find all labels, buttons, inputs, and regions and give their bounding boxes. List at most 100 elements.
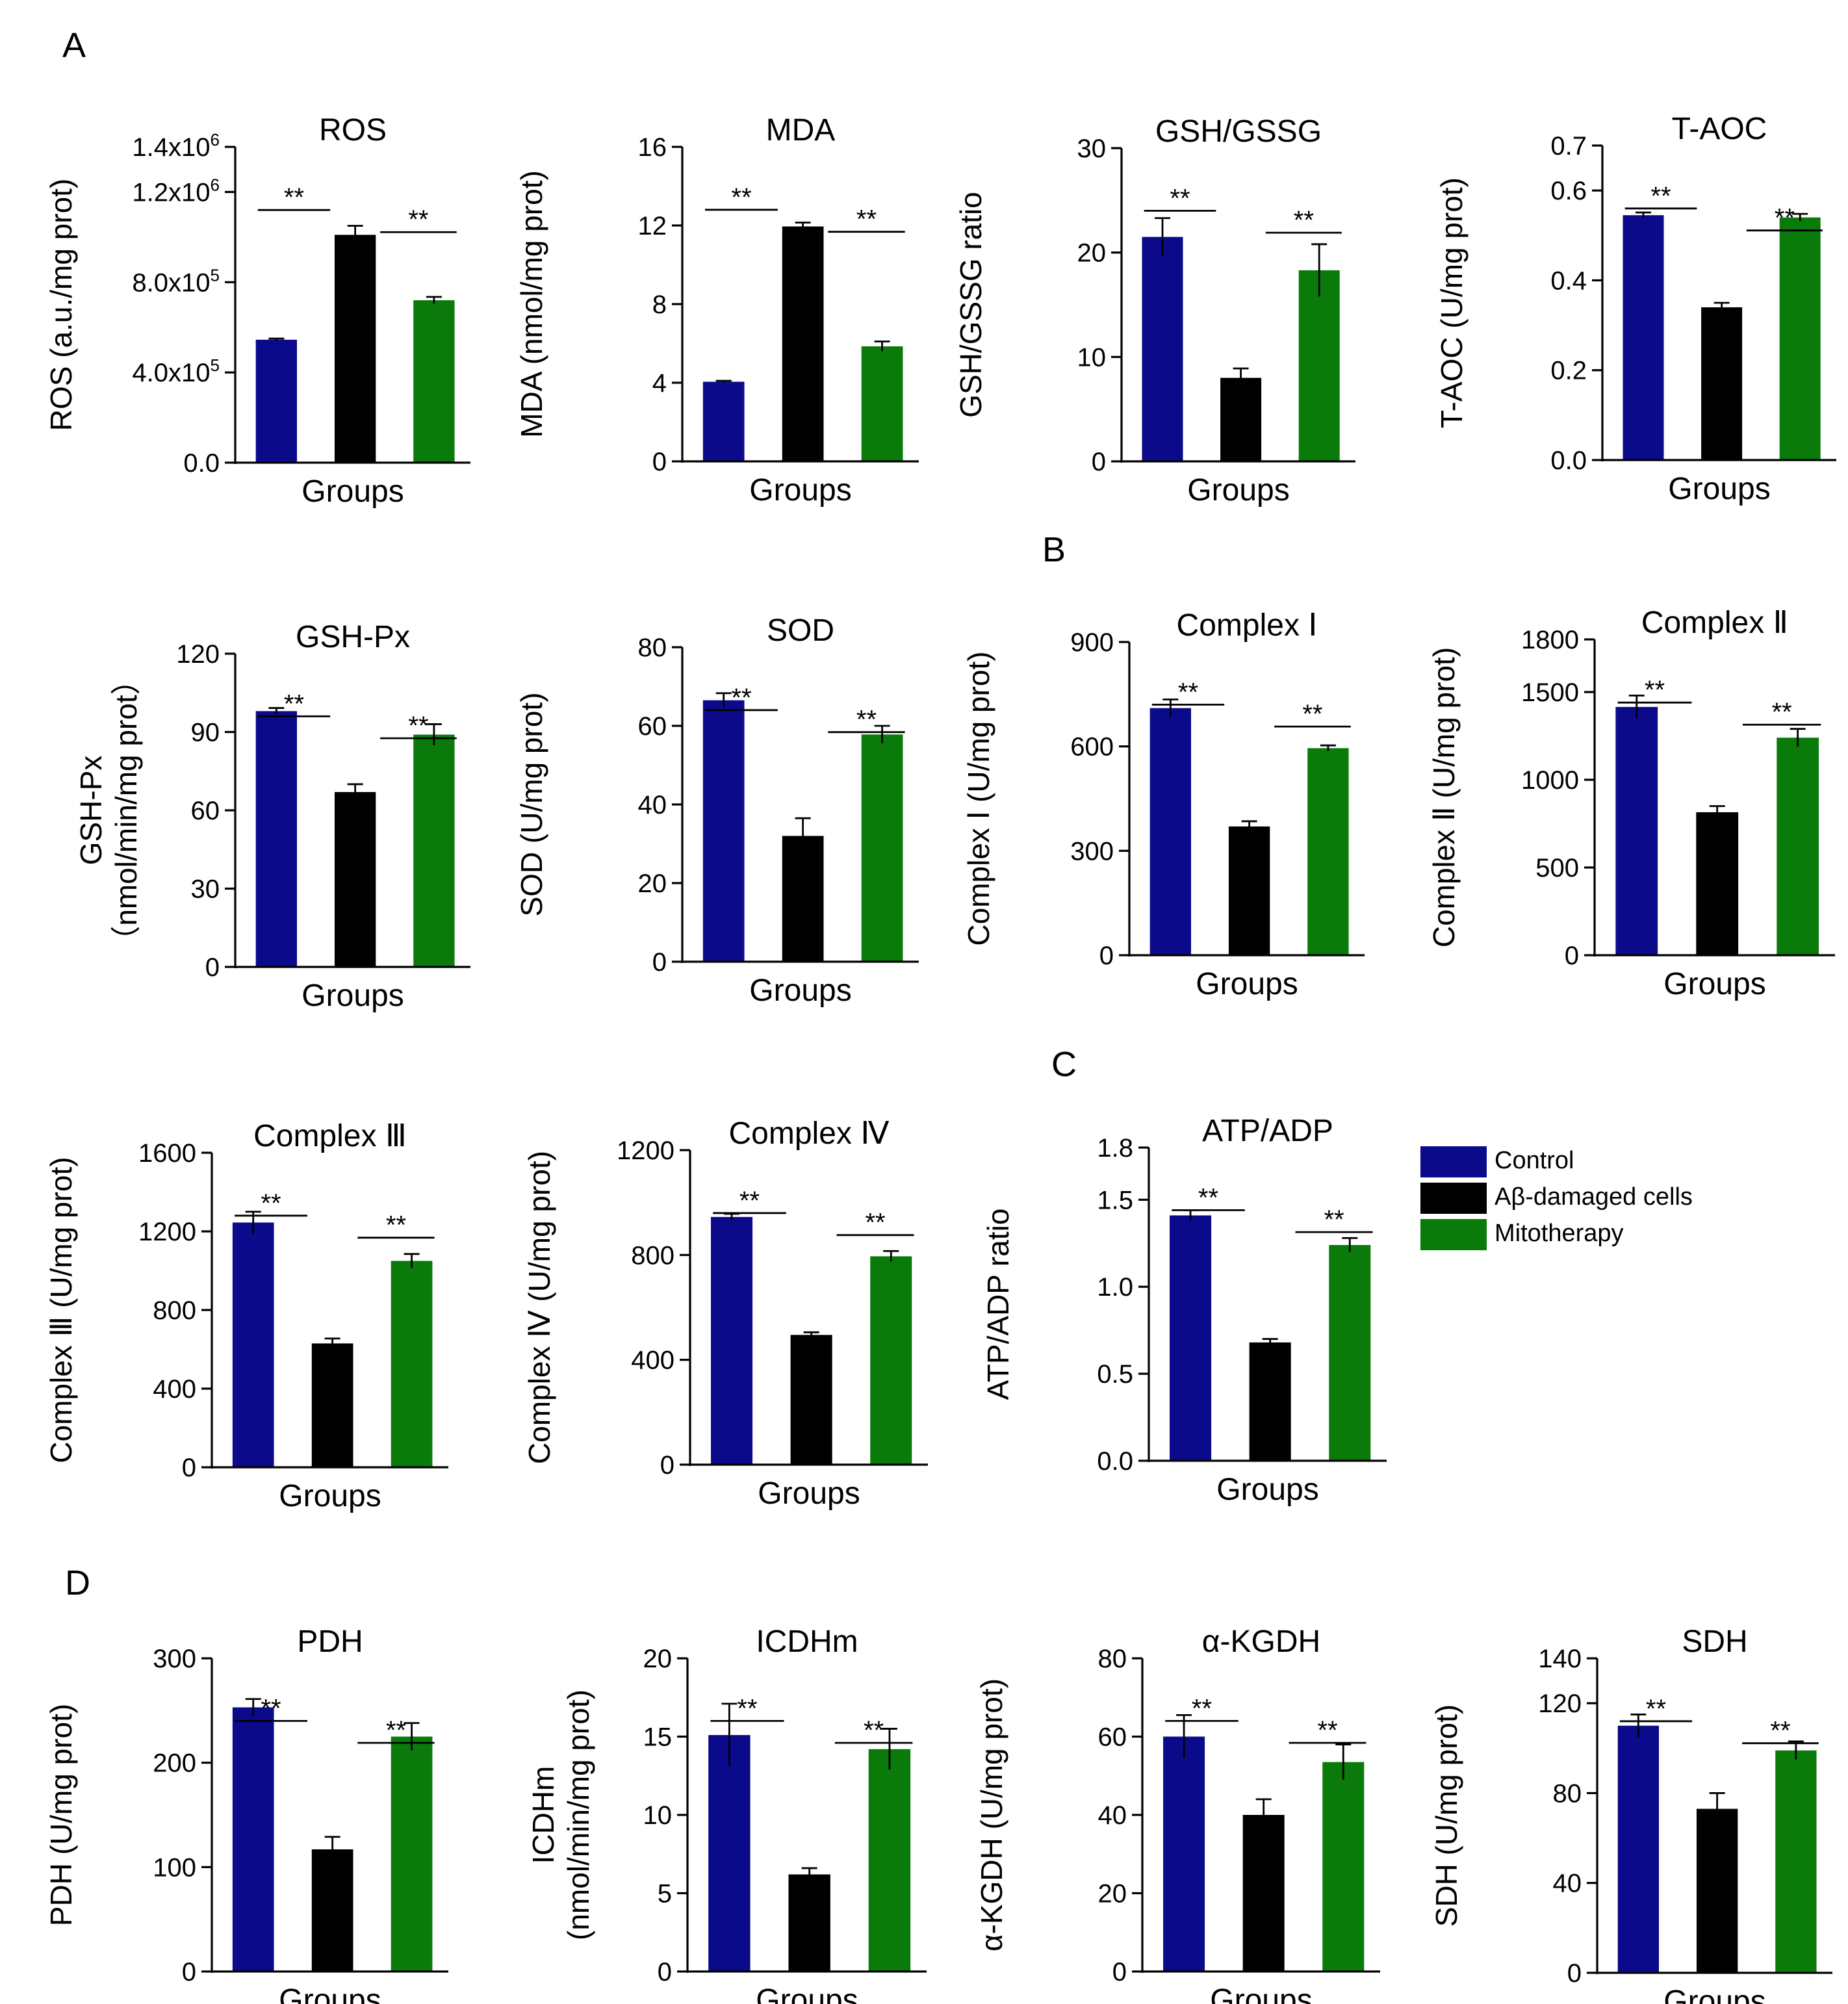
chart-title: GSH/GSSG [1155, 114, 1322, 149]
bar-mitotherapy [1779, 217, 1821, 460]
y-axis-label: α-KGDH (U/mg prot) [975, 1678, 1008, 1951]
x-axis-label: Groups [1196, 967, 1298, 1001]
significance-marker: ** [1198, 1183, 1218, 1212]
y-tick-label: 0 [205, 953, 220, 982]
y-axis-label: Complex Ⅲ (U/mg prot) [44, 1157, 78, 1463]
y-tick-label: 60 [1098, 1723, 1127, 1752]
y-tick-label: 10 [1077, 343, 1107, 372]
x-axis-label: Groups [1663, 1985, 1765, 2004]
y-tick-label: 140 [1538, 1645, 1582, 1673]
chart-7: 0 300 600 900 Complex Ⅰ Groups Complex Ⅰ (U/mg… [962, 608, 1365, 1001]
y-tick-label: 1.0 [1097, 1273, 1133, 1302]
y-tick-label: 20 [638, 869, 667, 898]
significance-marker: ** [261, 1189, 281, 1218]
significance-marker: ** [1178, 678, 1198, 706]
y-tick-label: 4 [652, 369, 667, 398]
bar-damaged [782, 836, 824, 962]
bar-control [232, 1222, 274, 1467]
y-tick-label: 120 [1538, 1689, 1582, 1718]
bar-mitotherapy [413, 300, 455, 463]
bar-control [708, 1735, 751, 1972]
bar-control [255, 339, 298, 463]
chart-title: ATP/ADP [1202, 1114, 1333, 1148]
chart-title: Complex Ⅰ [1177, 608, 1318, 643]
y-tick-label: 1000 [1521, 766, 1579, 795]
y-axis-label: Complex Ⅱ (U/mg prot) [1427, 647, 1461, 947]
y-tick-label: 30 [1077, 135, 1107, 163]
x-axis-label: Groups [1210, 1983, 1312, 2004]
chart-title: SOD [767, 613, 834, 648]
bar-damaged [334, 235, 376, 463]
y-tick-label: 0 [1112, 1958, 1127, 1986]
x-axis-label: Groups [302, 979, 404, 1013]
x-axis-label: Groups [749, 473, 851, 507]
bar-mitotherapy [868, 1749, 911, 1972]
chart-title: Complex Ⅱ [1641, 606, 1788, 640]
significance-marker: ** [408, 712, 428, 740]
y-tick-label: 0.7 [1550, 132, 1587, 161]
y-tick-label: 300 [153, 1645, 196, 1673]
y-tick-label: 5 [658, 1880, 672, 1908]
chart-1: 0.0 4.0x105 8.0x105 1.2x106 1.4x106 ROS Groups… [44, 113, 470, 509]
y-axis-label: ICDHm [526, 1766, 560, 1864]
y-axis-label: SDH (U/mg prot) [1430, 1704, 1463, 1927]
significance-marker: ** [1302, 700, 1322, 728]
y-axis-label: PDH (U/mg prot) [44, 1704, 78, 1926]
y-axis-label: Complex Ⅳ (U/mg prot) [522, 1151, 556, 1464]
bar-control [255, 711, 298, 967]
bar-mitotherapy [413, 734, 455, 967]
y-tick-label: 0 [660, 1451, 674, 1480]
chart-title: T-AOC [1672, 112, 1767, 146]
significance-marker: ** [739, 1187, 760, 1215]
legend-item-control: Control [1420, 1146, 1758, 1177]
y-tick-label: 400 [631, 1346, 674, 1375]
chart-12: 0 100 200 300 PDH Groups PDH (U/mg prot) ** ** [44, 1625, 448, 2004]
y-tick-label: 40 [638, 791, 667, 819]
bar-mitotherapy [1307, 748, 1349, 955]
legend-item-damaged: Aβ-damaged cells [1420, 1183, 1758, 1214]
y-tick-label: 40 [1553, 1869, 1582, 1898]
y-tick-label: 1.2x106 [132, 175, 220, 207]
significance-marker: ** [1192, 1694, 1212, 1723]
y-axis-label: T-AOC (U/mg prot) [1435, 177, 1469, 428]
bar-control [1617, 1725, 1660, 1973]
chart-9: 0 400 800 1200 1600 Complex Ⅲ Groups Complex Ⅲ … [44, 1119, 448, 1513]
y-tick-label: 16 [638, 133, 667, 162]
significance-marker: ** [1294, 206, 1314, 235]
chart-title: ROS [319, 113, 387, 148]
x-axis-label: Groups [1187, 473, 1289, 507]
significance-marker: ** [1317, 1716, 1337, 1745]
y-tick-label: 1200 [138, 1218, 196, 1246]
chart-10: 0 400 800 1200 Complex Ⅳ Groups Complex Ⅳ (U/m… [522, 1116, 928, 1511]
y-tick-label: 0 [652, 448, 667, 476]
bar-mitotherapy [1322, 1762, 1365, 1972]
chart-title: GSH-Px [296, 620, 410, 654]
significance-marker: ** [731, 183, 751, 212]
y-tick-label: 80 [1098, 1645, 1127, 1673]
significance-marker: ** [737, 1694, 757, 1723]
y-tick-label: 800 [153, 1296, 196, 1325]
y-tick-label: 1200 [617, 1137, 674, 1165]
bar-damaged [1249, 1342, 1291, 1461]
y-axis-label: ATP/ADP ratio [981, 1209, 1015, 1400]
y-axis-label: ROS (a.u./mg prot) [44, 179, 78, 431]
chart-title: PDH [297, 1625, 363, 1659]
panel-label-b: B [1042, 530, 1066, 569]
y-tick-label: 1.4x106 [132, 130, 220, 162]
chart-4: 0.0 0.2 0.4 0.6 0.7 T-AOC Groups T-AOC (U/mg pr… [1435, 112, 1836, 506]
y-tick-label: 1500 [1521, 678, 1579, 707]
panel-label-d: D [65, 1563, 90, 1602]
y-tick-label: 40 [1098, 1801, 1127, 1830]
y-axis-label: SOD (U/mg prot) [515, 692, 548, 916]
bar-damaged [788, 1874, 830, 1972]
bar-control [1170, 1215, 1212, 1461]
legend-label-damaged: Aβ-damaged cells [1495, 1184, 1693, 1211]
bar-damaged [1696, 1808, 1738, 1973]
significance-marker: ** [864, 1716, 884, 1745]
y-tick-label: 600 [1070, 733, 1114, 762]
chart-11: 0.0 0.5 1.0 1.5 1.8 ATP/ADP Groups ATP/ADP rati… [981, 1114, 1387, 1507]
y-tick-label: 0.6 [1550, 177, 1587, 205]
